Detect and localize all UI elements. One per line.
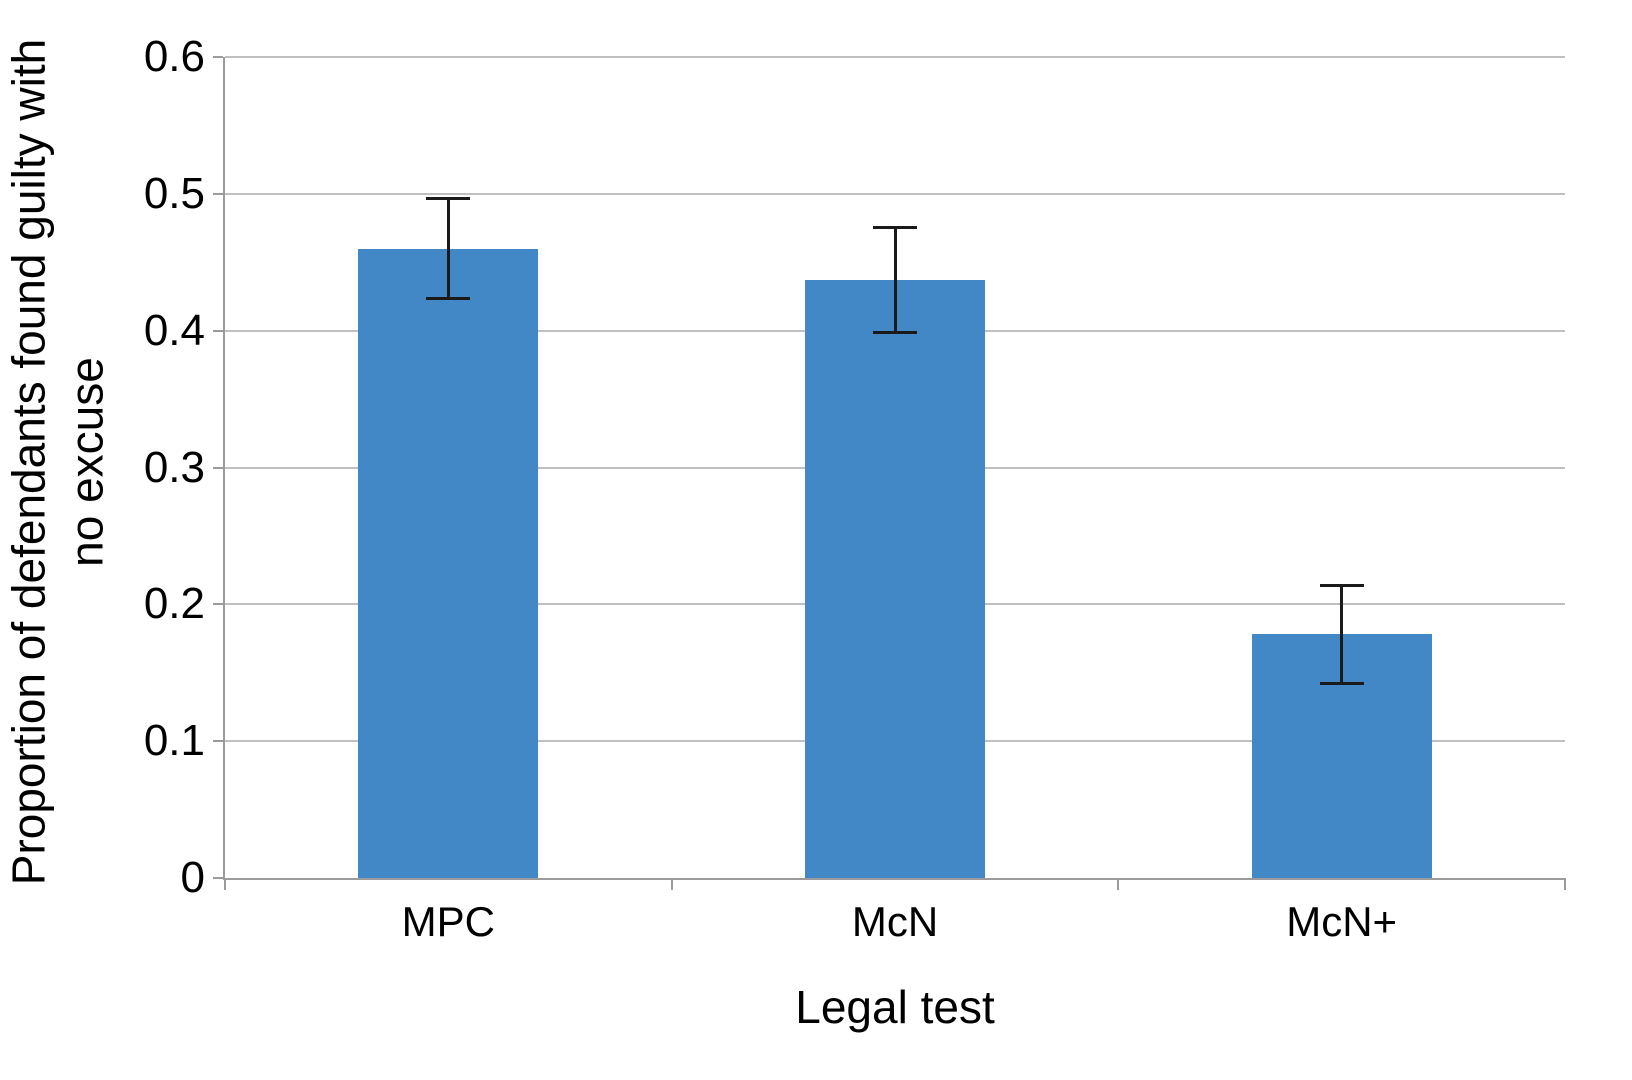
category-boundary-tick	[1564, 878, 1566, 890]
y-axis-line	[223, 57, 225, 878]
error-bar-line	[893, 226, 897, 334]
y-tick-label: 0.5	[143, 168, 205, 218]
y-tick-label: 0.3	[143, 442, 205, 492]
error-bar-line	[446, 197, 450, 300]
x-category-label: MPC	[401, 898, 495, 945]
x-category-label: McN+	[1286, 898, 1398, 945]
gridline	[225, 56, 1565, 58]
y-axis-tick	[213, 877, 223, 879]
error-bar-cap-top	[873, 225, 917, 229]
bar	[805, 280, 985, 878]
y-tick-label: 0.2	[143, 579, 205, 629]
x-category-label: McN	[851, 898, 939, 945]
gridline	[225, 192, 1565, 195]
x-axis-line	[223, 878, 1565, 880]
x-axis-title: Legal test	[795, 981, 995, 1033]
y-axis-tick	[213, 740, 223, 743]
y-tick-label: 0.4	[143, 305, 205, 355]
bar	[358, 248, 539, 878]
y-tick-label: 0.6	[143, 32, 205, 81]
y-axis-tick	[213, 603, 223, 606]
y-tick-label: 0	[180, 853, 205, 902]
error-bar-cap-top	[426, 196, 471, 200]
y-tick-label: 0.1	[143, 716, 205, 766]
y-axis-tick	[213, 466, 223, 469]
y-axis-tick	[213, 329, 223, 332]
category-boundary-tick	[1117, 878, 1120, 890]
error-bar-line	[1340, 585, 1344, 684]
y-axis-tick	[213, 56, 223, 58]
error-bar-cap-bottom	[426, 297, 471, 301]
plot-area: MPC McN McN+	[213, 56, 1566, 945]
category-boundary-tick	[670, 878, 673, 890]
category-boundary-tick	[224, 878, 226, 890]
y-axis-tick	[213, 192, 223, 195]
error-bar-cap-bottom	[873, 331, 917, 335]
error-bar-cap-top	[1319, 584, 1364, 588]
error-bar-cap-bottom	[1319, 681, 1364, 685]
